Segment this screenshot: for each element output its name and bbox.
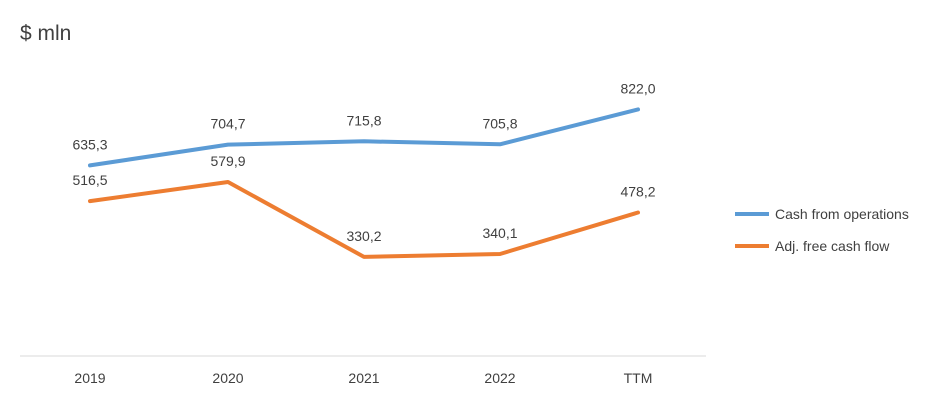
data-label-cash-from-operations-2022: 705,8 [482,115,517,131]
x-tick-2019: 2019 [74,370,105,386]
data-labels: 635,3 704,7 715,8 705,8 822,0 516,5 579,9 330,2… [72,80,655,244]
data-label-cash-from-operations-2019: 635,3 [72,136,107,152]
data-label-adj-free-cash-flow-2021: 330,2 [346,228,381,244]
x-tick-2022: 2022 [484,370,515,386]
legend: Cash from operations Adj. free cash flow [735,198,909,262]
series-line-adj-free-cash-flow [88,180,640,259]
x-tick-2020: 2020 [212,370,243,386]
legend-item-cash-from-operations: Cash from operations [735,198,909,230]
legend-item-adj-free-cash-flow: Adj. free cash flow [735,230,909,262]
legend-swatch-adj-free-cash-flow [735,244,769,248]
series-lines [88,107,640,259]
data-label-adj-free-cash-flow-2019: 516,5 [72,172,107,188]
data-label-cash-from-operations-2020: 704,7 [210,116,245,132]
unit-label: $ mln [20,22,72,45]
legend-swatch-cash-from-operations [735,212,769,216]
x-tick-2021: 2021 [348,370,379,386]
legend-label-cash-from-operations: Cash from operations [775,206,909,222]
data-label-adj-free-cash-flow-ttm: 478,2 [620,184,655,200]
data-label-cash-from-operations-2021: 715,8 [346,112,381,128]
x-tick-ttm: TTM [624,370,653,386]
legend-label-adj-free-cash-flow: Adj. free cash flow [775,238,890,254]
data-label-cash-from-operations-ttm: 822,0 [620,80,655,96]
series-line-cash-from-operations [88,107,640,168]
x-axis-ticks: 2019 2020 2021 2022 TTM [74,370,652,386]
data-label-adj-free-cash-flow-2020: 579,9 [210,153,245,169]
data-label-adj-free-cash-flow-2022: 340,1 [482,225,517,241]
